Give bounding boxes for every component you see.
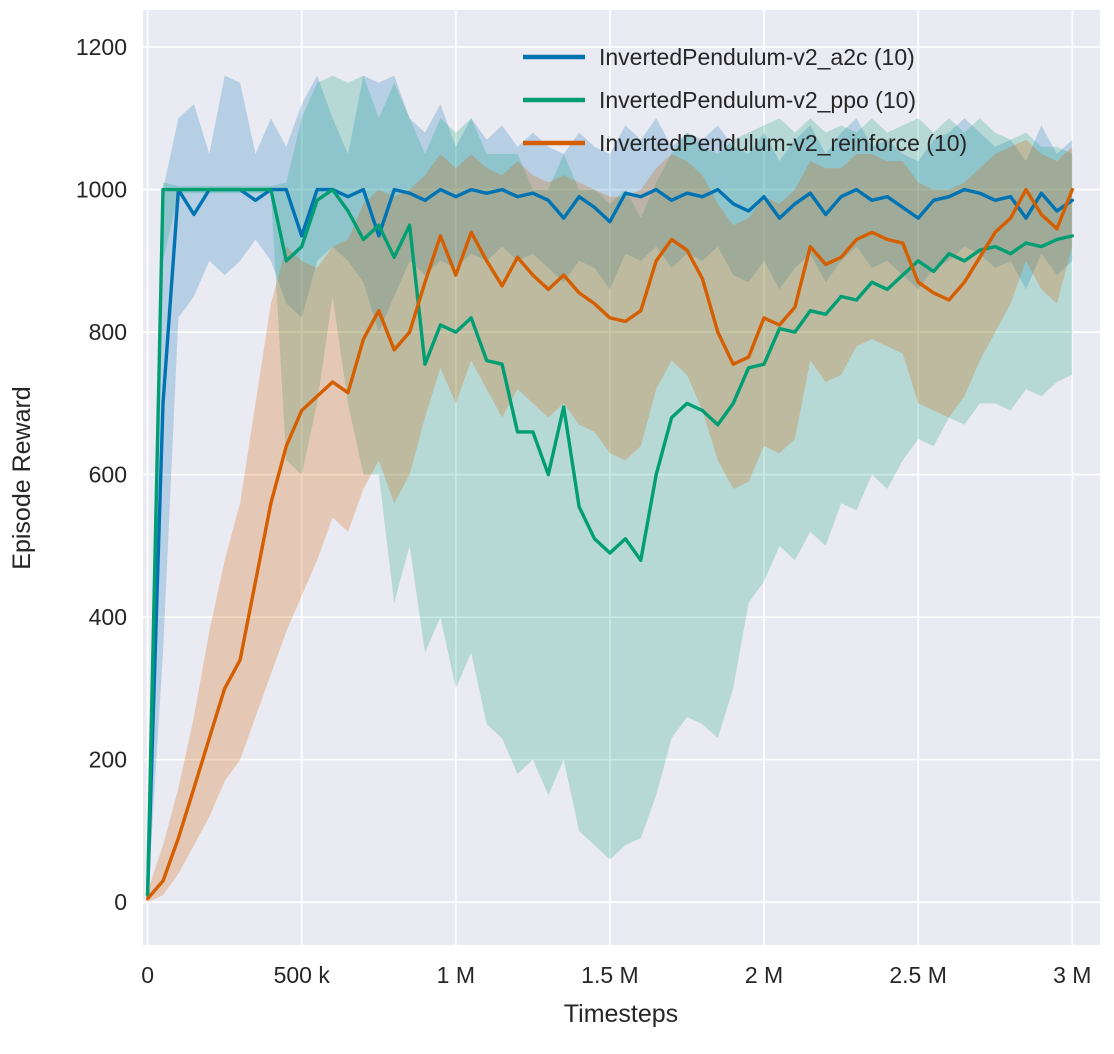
series-line-reinforce [145, 187, 1075, 901]
grid-layer [143, 10, 1100, 945]
x-tick-label: 2 M [745, 962, 783, 988]
legend: InvertedPendulum-v2_a2c (10) InvertedPend… [523, 44, 967, 156]
legend-label-ppo: InvertedPendulum-v2_ppo (10) [599, 87, 916, 113]
confidence-band-a2c [147, 75, 1073, 903]
x-tick-label: 3 M [1053, 962, 1091, 988]
series-line-ppo [145, 187, 1075, 897]
series-lines-layer [145, 187, 1075, 901]
y-tick-label: 0 [114, 889, 127, 915]
confidence-bands-layer [147, 75, 1073, 903]
y-tick-label: 1200 [76, 34, 127, 60]
series-line-a2c [145, 187, 1075, 897]
confidence-band-ppo [147, 75, 1073, 903]
y-tick-label: 200 [89, 747, 127, 773]
x-tick-label: 2.5 M [889, 962, 947, 988]
y-tick-label: 400 [89, 604, 127, 630]
y-tick-label: 1000 [76, 177, 127, 203]
x-tick-label: 500 k [274, 962, 331, 988]
tick-labels-layer: 0 500 k 1 M 1.5 M 2 M 2.5 M 3 M 0 200 400 600 800 10… [76, 34, 1092, 988]
x-tick-label: 1.5 M [581, 962, 639, 988]
y-axis-label: Episode Reward [8, 386, 36, 569]
y-tick-label: 800 [89, 319, 127, 345]
x-axis-label: Timesteps [564, 1000, 678, 1028]
x-tick-label: 0 [141, 962, 154, 988]
legend-label-reinforce: InvertedPendulum-v2_reinforce (10) [599, 130, 967, 156]
legend-label-a2c: InvertedPendulum-v2_a2c (10) [599, 44, 915, 70]
y-tick-label: 600 [89, 462, 127, 488]
x-tick-label: 1 M [437, 962, 475, 988]
confidence-band-reinforce [147, 139, 1073, 903]
